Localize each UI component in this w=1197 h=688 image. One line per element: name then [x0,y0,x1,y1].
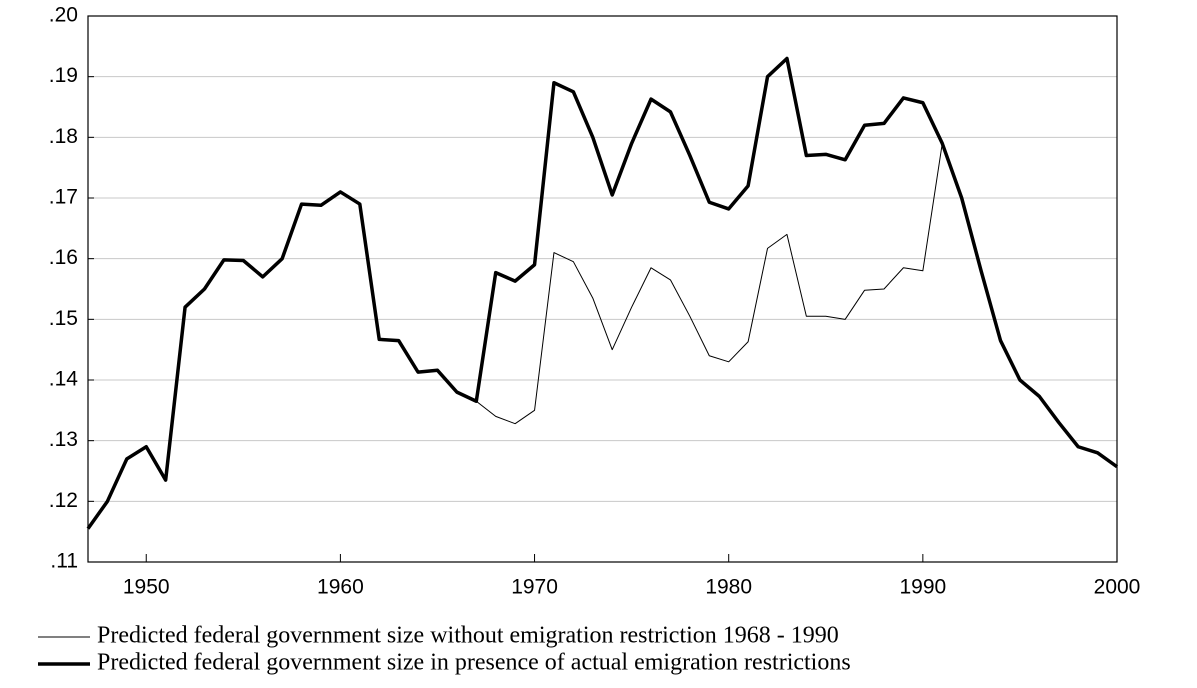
x-tick-label: 1970 [511,576,558,599]
plot-frame [87,15,1118,563]
y-tick-label: .13 [49,428,78,451]
legend-label: Predicted federal government size withou… [97,623,839,649]
y-tick-label: .16 [49,246,78,269]
x-tick-label: 2000 [1094,576,1141,599]
x-tick-label: 1980 [705,576,752,599]
series-line [86,56,1119,530]
y-tick-label: .18 [49,125,78,148]
y-tick-label: .20 [49,4,78,27]
series-line [475,143,943,425]
y-tick-label: .19 [49,64,78,87]
x-tick-label: 1960 [317,576,364,599]
x-tick-label: 1950 [123,576,170,599]
y-tick-label: .12 [49,489,78,512]
x-tick-label: 1990 [899,576,946,599]
y-tick-label: .14 [49,368,79,391]
y-tick-label: .15 [49,307,78,330]
y-tick-label: .17 [49,186,78,209]
y-tick-label: .11 [50,550,78,573]
legend-label: Predicted federal government size in pre… [97,650,851,676]
